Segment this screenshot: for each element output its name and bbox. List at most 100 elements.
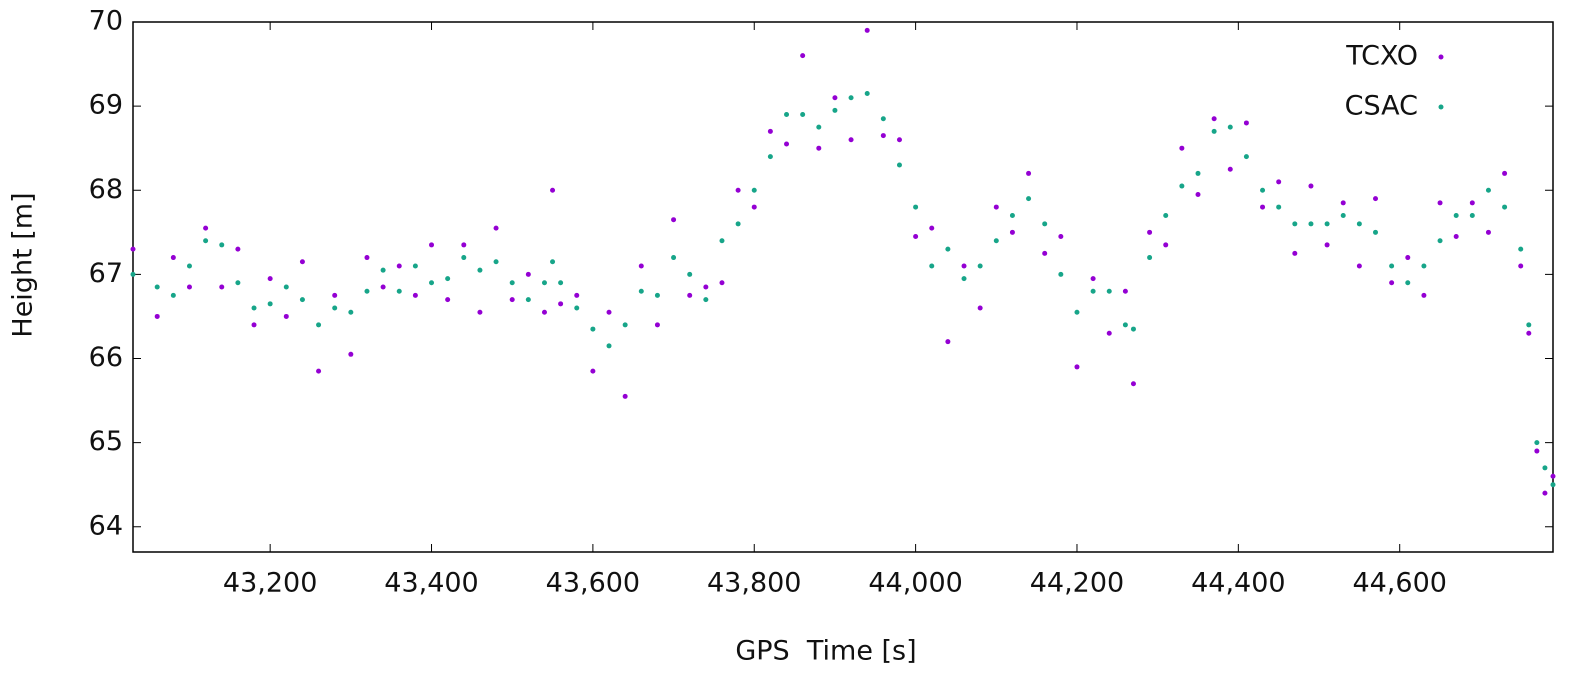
point: [525, 297, 531, 303]
point: [848, 95, 854, 101]
point: [638, 263, 644, 269]
point: [687, 292, 693, 298]
point: [1485, 229, 1491, 235]
point: [735, 221, 741, 227]
point: [550, 187, 556, 193]
point: [1453, 234, 1459, 240]
point: [1090, 288, 1096, 294]
point: [332, 305, 338, 311]
point: [574, 305, 580, 311]
point: [477, 267, 483, 273]
point: [654, 292, 660, 298]
x-tick-label: 44,200: [1030, 568, 1124, 599]
point: [283, 284, 289, 290]
y-tick-label: 64: [89, 510, 123, 541]
point: [800, 53, 806, 59]
point: [316, 368, 322, 374]
point: [1518, 246, 1524, 252]
point: [1292, 221, 1298, 227]
point: [800, 112, 806, 118]
point: [1542, 465, 1548, 471]
point: [445, 276, 451, 282]
point: [606, 309, 612, 315]
point: [574, 292, 580, 298]
point: [170, 292, 176, 298]
point: [1405, 255, 1411, 261]
point: [1147, 255, 1153, 261]
point: [993, 204, 999, 210]
point: [170, 255, 176, 261]
point: [1195, 191, 1201, 197]
point: [1042, 250, 1048, 256]
point: [622, 322, 628, 328]
point: [719, 238, 725, 244]
point: [1389, 280, 1395, 286]
point: [832, 107, 838, 113]
point: [445, 297, 451, 303]
point: [1276, 204, 1282, 210]
point: [767, 154, 773, 160]
point: [1421, 263, 1427, 269]
point: [203, 225, 209, 231]
point: [1130, 381, 1136, 387]
point: [1469, 200, 1475, 206]
point: [541, 280, 547, 286]
point: [864, 27, 870, 33]
point: [550, 259, 556, 265]
legend-label: CSAC: [1345, 91, 1418, 122]
point: [945, 246, 951, 252]
point: [525, 271, 531, 277]
point: [1526, 330, 1532, 336]
point: [735, 187, 741, 193]
point: [412, 292, 418, 298]
point: [1090, 276, 1096, 282]
point: [1163, 242, 1169, 248]
point: [477, 309, 483, 315]
point: [687, 271, 693, 277]
point: [1122, 288, 1128, 294]
point: [154, 284, 160, 290]
point: [1550, 482, 1556, 488]
point: [1340, 212, 1346, 218]
point: [1308, 221, 1314, 227]
point: [493, 225, 499, 231]
point: [219, 242, 225, 248]
point: [1292, 250, 1298, 256]
point: [509, 280, 515, 286]
point: [1260, 187, 1266, 193]
point: [832, 95, 838, 101]
y-tick-label: 67: [89, 258, 123, 289]
x-tick-label: 43,600: [546, 568, 640, 599]
point: [1276, 179, 1282, 185]
point: [590, 326, 596, 332]
point: [929, 225, 935, 231]
y-tick-label: 66: [89, 342, 123, 373]
legend-marker: [1438, 104, 1444, 110]
point: [1058, 234, 1064, 240]
point: [130, 246, 136, 252]
x-tick-label: 43,200: [223, 568, 317, 599]
point: [348, 351, 354, 357]
point: [1526, 322, 1532, 328]
point: [1356, 221, 1362, 227]
x-axis-label: GPS Time [s]: [735, 636, 916, 667]
point: [1373, 196, 1378, 202]
point: [1340, 200, 1346, 206]
point: [1308, 183, 1314, 189]
point: [1534, 448, 1540, 454]
point: [283, 313, 289, 319]
point: [380, 267, 386, 273]
point: [1324, 221, 1330, 227]
point: [429, 242, 435, 248]
point: [945, 339, 951, 345]
point: [154, 313, 160, 319]
point: [461, 242, 467, 248]
point: [671, 255, 677, 261]
point: [751, 204, 757, 210]
point: [251, 322, 257, 328]
point: [1437, 238, 1443, 244]
point: [1009, 229, 1015, 235]
x-tick-label: 43,400: [384, 568, 478, 599]
point: [784, 112, 790, 118]
